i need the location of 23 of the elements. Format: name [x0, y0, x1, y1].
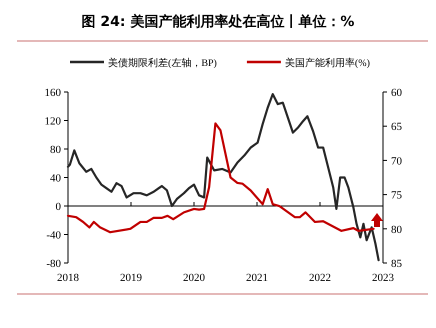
x-tick-label: 2020: [183, 272, 206, 284]
x-tick-label: 2018: [57, 272, 80, 284]
y-tick-label: -40: [46, 230, 62, 242]
x-tick-label: 2019: [120, 272, 142, 284]
legend-label: 美债期限利差(左轴，BP): [108, 57, 217, 69]
line-series: [66, 122, 375, 234]
y2-tick-label: 65: [391, 121, 402, 134]
y-tick-label: 0: [56, 201, 62, 213]
y2-tick-label: 75: [391, 190, 402, 202]
x-tick-label: 2021: [246, 272, 268, 284]
y2-tick-label: 85: [391, 258, 402, 270]
y-tick-label: 80: [50, 144, 62, 156]
y2-tick-label: 60: [391, 87, 402, 99]
x-tick-label: 2022: [309, 272, 331, 284]
x-tick-label: 2023: [372, 272, 394, 284]
y2-tick-label: 70: [391, 155, 402, 168]
chart-title: 图 24: 美国产能利用率处在高位丨单位：%: [82, 13, 354, 30]
y-tick-label: 120: [44, 116, 62, 128]
y-tick-label: 160: [44, 87, 62, 99]
y2-tick-label: 80: [391, 224, 402, 236]
y-tick-label: -80: [46, 258, 62, 270]
y-tick-label: 40: [50, 172, 62, 184]
legend-label: 美国产能利用率(%): [284, 57, 370, 69]
